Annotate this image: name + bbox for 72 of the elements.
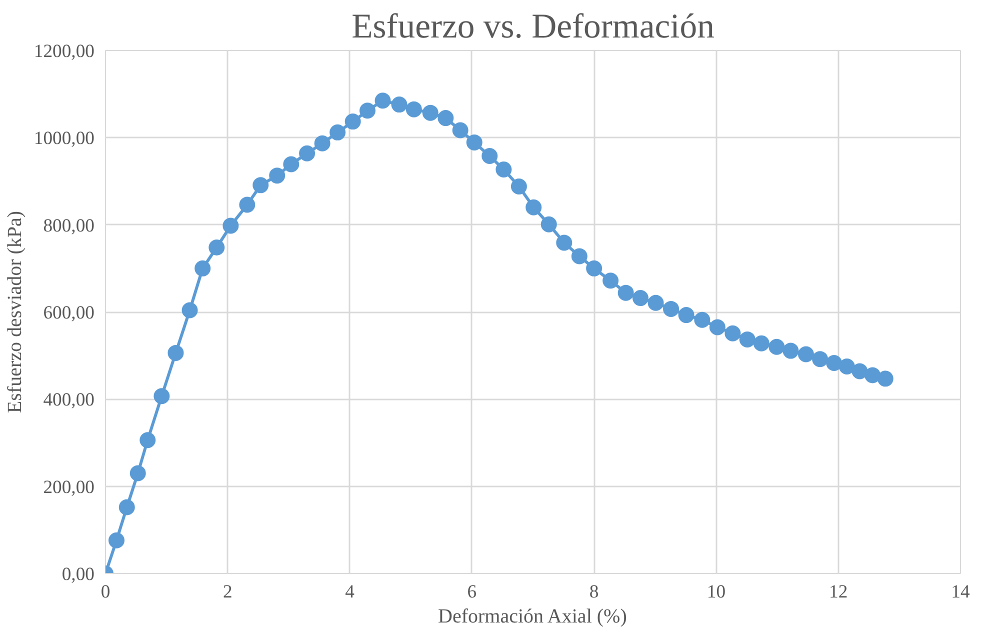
point <box>812 351 828 368</box>
point <box>709 319 726 336</box>
point <box>798 346 814 362</box>
point <box>239 196 256 213</box>
point <box>838 358 855 374</box>
point <box>663 300 680 317</box>
point <box>344 114 361 130</box>
point <box>422 104 438 121</box>
point <box>648 294 664 311</box>
y-tick-label: 600,00 <box>43 302 95 324</box>
point <box>108 532 124 548</box>
point <box>877 370 894 387</box>
point <box>526 199 542 216</box>
point <box>140 432 156 448</box>
point <box>168 344 184 361</box>
x-tick-label: 12 <box>829 582 848 602</box>
point <box>118 499 135 516</box>
point <box>864 367 881 384</box>
point <box>269 168 286 184</box>
point <box>571 248 588 264</box>
point <box>694 312 710 328</box>
point <box>438 110 454 126</box>
point <box>208 240 225 256</box>
x-tick-label: 8 <box>589 582 599 602</box>
point <box>768 338 785 355</box>
point <box>632 290 648 306</box>
point <box>618 284 634 301</box>
x-axis-title: Deformación Axial (%) <box>438 606 627 628</box>
point <box>466 134 482 150</box>
point <box>252 177 269 194</box>
point <box>314 135 330 152</box>
point <box>299 145 316 162</box>
point <box>724 325 741 342</box>
point <box>826 355 842 371</box>
point <box>482 148 498 164</box>
point <box>753 335 770 352</box>
point <box>154 388 170 404</box>
point <box>374 92 391 109</box>
point <box>283 156 300 172</box>
y-tick-label: 1000,00 <box>34 128 95 150</box>
x-tick-label: 6 <box>467 582 477 602</box>
y-tick-label: 0,00 <box>62 564 95 585</box>
point <box>391 96 408 113</box>
point <box>330 124 346 140</box>
point <box>406 101 422 118</box>
point <box>782 342 799 359</box>
point <box>222 218 239 234</box>
x-tick-label: 10 <box>706 582 726 602</box>
x-tick-label: 0 <box>100 582 110 602</box>
point <box>182 302 198 318</box>
point <box>852 363 868 380</box>
point <box>556 234 572 251</box>
y-tick-label: 1200,00 <box>34 41 95 62</box>
x-tick-label: 14 <box>951 582 970 602</box>
point <box>194 260 211 276</box>
point <box>130 465 146 482</box>
point <box>359 102 376 119</box>
point <box>678 307 694 324</box>
x-tick-label: 4 <box>345 582 356 602</box>
x-tick-label: 2 <box>222 582 232 602</box>
point <box>602 272 619 289</box>
chart-title: Esfuerzo vs. Deformación <box>352 8 714 46</box>
point <box>452 122 468 138</box>
point <box>510 178 527 194</box>
y-tick-label: 800,00 <box>43 215 95 236</box>
point <box>540 216 557 232</box>
point <box>586 260 602 276</box>
y-tick-label: 200,00 <box>43 476 95 498</box>
point <box>496 161 512 178</box>
y-tick-label: 400,00 <box>43 390 95 411</box>
point <box>739 331 756 348</box>
y-axis-title: Esfuerzo desviador (kPa) <box>4 210 26 414</box>
